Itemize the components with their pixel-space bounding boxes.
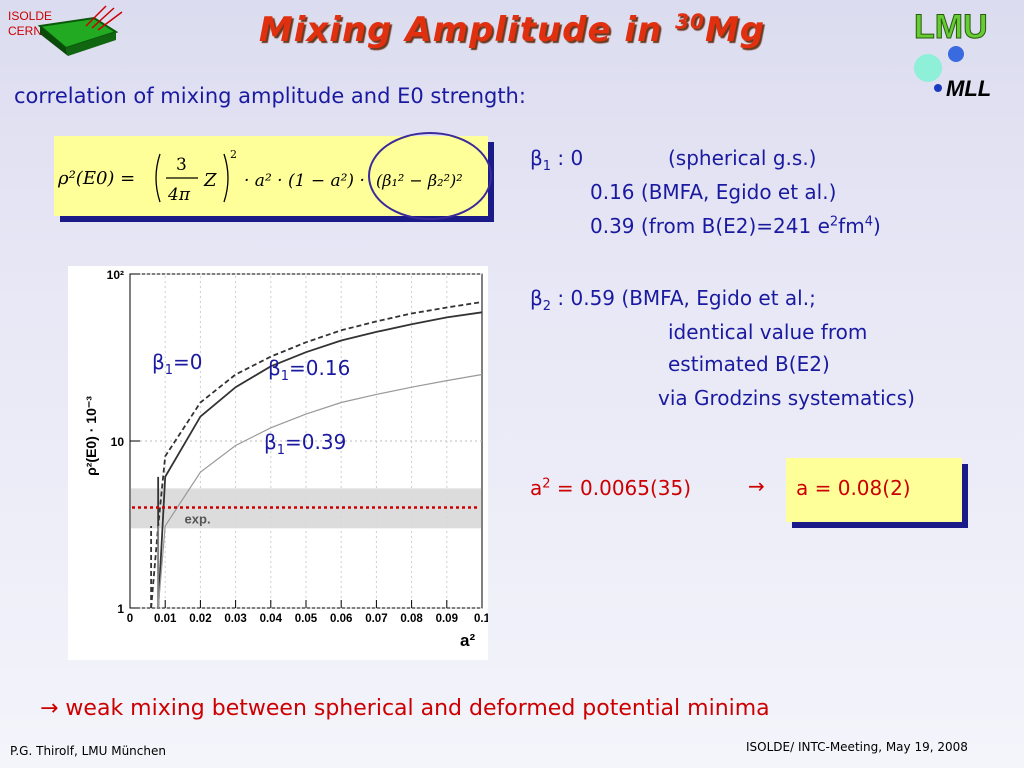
arrow-icon: → bbox=[748, 474, 765, 498]
formula-frac-den: 4π bbox=[167, 185, 191, 205]
arrow-icon: → bbox=[40, 696, 59, 721]
slide-title: Mixing Amplitude in 30Mg bbox=[0, 10, 1024, 50]
title-prefix: Mixing Amplitude in bbox=[258, 10, 676, 50]
beta2-line2: identical value from bbox=[668, 320, 868, 344]
label-beta1-039: β1=0.39 bbox=[264, 430, 347, 458]
x-tick-label: 0.07 bbox=[365, 613, 387, 625]
isolde-cern-logo: ISOLDE CERN bbox=[6, 4, 126, 68]
beta1-line3: 0.39 (from B(E2)=241 e2fm4) bbox=[590, 214, 881, 238]
svg-text:2: 2 bbox=[230, 148, 237, 161]
x-tick-label: 0.06 bbox=[330, 613, 352, 625]
footer-author: P.G. Thirolf, LMU München bbox=[10, 744, 166, 758]
beta1-line1: β1 : 0 bbox=[530, 146, 584, 174]
cern-text: CERN bbox=[8, 24, 42, 38]
exp-label: exp. bbox=[185, 511, 211, 526]
x-tick-label: 0.04 bbox=[260, 613, 283, 625]
beta1-spherical-note: (spherical g.s.) bbox=[668, 146, 817, 170]
title-element: Mg bbox=[704, 10, 766, 50]
y-tick-label: 10² bbox=[107, 268, 124, 282]
series-line-2 bbox=[157, 311, 483, 609]
beta2-line4: via Grodzins systematics) bbox=[658, 386, 915, 410]
conclusion: → weak mixing between spherical and defo… bbox=[40, 696, 770, 721]
y-tick-label: 1 bbox=[117, 602, 124, 616]
label-beta1-016: β1=0.16 bbox=[268, 356, 351, 384]
plot-panel: exp. 1 10 10² 0 0.01 0.02 0.03 0.04 0.05 0.06 0.07… bbox=[68, 266, 491, 660]
x-tick-label: 0.02 bbox=[189, 613, 211, 625]
plot-ticks: 1 10 10² 0 0.01 0.02 0.03 0.04 0.05 0.06 0.07 0.08 0… bbox=[107, 268, 491, 625]
formula-lhs: ρ²(E0) = bbox=[58, 168, 135, 189]
isolde-text: ISOLDE bbox=[8, 9, 52, 23]
x-tick-label: 0.01 bbox=[154, 613, 177, 625]
lmu-mll-logo: LMU MLL bbox=[906, 4, 1016, 102]
lmu-text: LMU bbox=[914, 8, 988, 46]
a-result: a = 0.08(2) bbox=[796, 476, 911, 500]
result-box bbox=[786, 458, 962, 522]
x-tick-label: 0.08 bbox=[400, 613, 423, 625]
a2-value: a2 = 0.0065(35) bbox=[530, 476, 692, 500]
formula-frac-num: 3 bbox=[176, 155, 187, 175]
subtitle: correlation of mixing amplitude and E0 s… bbox=[14, 84, 526, 108]
footer-meeting: ISOLDE/ INTC-Meeting, May 19, 2008 bbox=[746, 740, 968, 754]
title-mass-number: 30 bbox=[675, 9, 705, 34]
beta2-line3: estimated B(E2) bbox=[668, 352, 830, 376]
formula-highlight-ellipse bbox=[368, 132, 492, 220]
series-line-3 bbox=[157, 373, 483, 609]
beta2-line1: β2 : 0.59 (BMFA, Egido et al.; bbox=[530, 286, 816, 314]
x-axis-label: a² bbox=[460, 631, 475, 650]
x-tick-label: 0 bbox=[127, 613, 133, 625]
series-line-1 bbox=[150, 301, 483, 609]
plot-series bbox=[150, 301, 483, 609]
x-tick-label: 0.03 bbox=[224, 613, 246, 625]
formula-rest: · a² · (1 − a²) · bbox=[244, 171, 365, 191]
formula-z: Z bbox=[203, 170, 217, 191]
x-tick-label: 0.1 bbox=[474, 613, 488, 625]
mixing-plot: exp. 1 10 10² 0 0.01 0.02 0.03 0.04 0.05 0.06 0.07… bbox=[83, 268, 491, 650]
y-tick-label: 10 bbox=[111, 435, 125, 449]
y-axis-label: ρ²(E0) · 10⁻³ bbox=[83, 396, 99, 476]
beta1-line2: 0.16 (BMFA, Egido et al.) bbox=[590, 180, 837, 204]
label-beta1-0: β1=0 bbox=[152, 350, 203, 378]
x-tick-label: 0.05 bbox=[295, 613, 318, 625]
mll-text: MLL bbox=[946, 76, 991, 100]
x-tick-label: 0.09 bbox=[436, 613, 458, 625]
